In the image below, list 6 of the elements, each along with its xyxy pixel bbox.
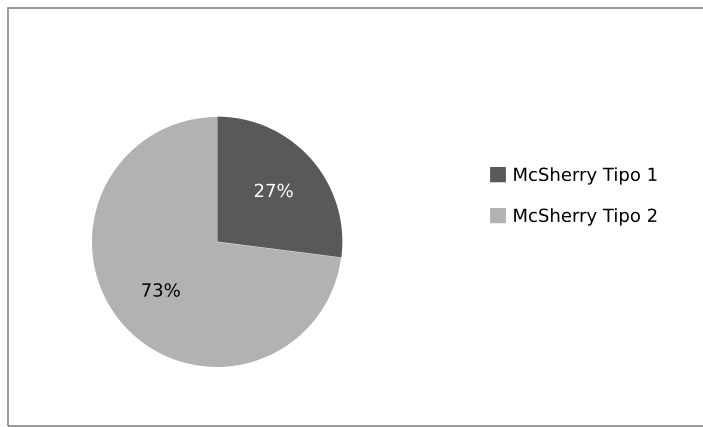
data-label: 27% [254,184,293,198]
data-label: 73% [142,283,180,297]
pie-slice [217,116,342,258]
pie-slice [92,117,342,367]
legend-label: McSherry Tipo 2 [514,208,656,226]
legend-label: McSherry Tipo 1 [514,167,656,185]
